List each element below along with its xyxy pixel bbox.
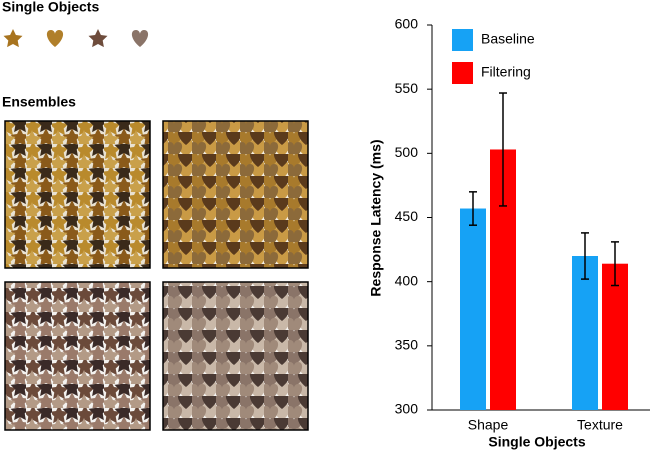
legend-label: Baseline (481, 31, 535, 47)
y-tick-label: 300 (395, 401, 419, 417)
object-icon (3, 29, 23, 48)
y-tick-label: 400 (395, 272, 419, 288)
ensemble-image (162, 120, 309, 269)
error-bar (499, 92, 507, 207)
y-tick-label: 500 (395, 144, 419, 160)
chart: Response Latency (ms) Single Objects 300… (368, 16, 650, 450)
y-tick-label: 600 (395, 16, 419, 32)
x-axis-label: Single Objects (488, 434, 585, 450)
object-icon (131, 30, 149, 47)
left-panel: Single Objects Ensembles (2, 0, 309, 431)
x-tick-label: Texture (577, 417, 623, 433)
y-tick-label: 350 (395, 337, 419, 353)
ensemble-image (4, 120, 151, 269)
object-icon (88, 29, 108, 48)
bar (572, 256, 598, 410)
y-axis-label: Response Latency (ms) (368, 139, 384, 296)
error-bar (469, 191, 477, 226)
section-label: Single Objects (2, 0, 99, 15)
section-label: Ensembles (2, 94, 76, 110)
ensemble-image (162, 281, 309, 431)
y-tick-label: 550 (395, 80, 419, 96)
error-bar (611, 241, 619, 287)
legend-swatch (452, 29, 473, 51)
ensemble-image (4, 281, 151, 431)
legend-label: Filtering (481, 64, 531, 80)
bar (602, 263, 628, 410)
object-icon (46, 30, 64, 47)
y-tick-label: 450 (395, 208, 419, 224)
x-tick-label: Shape (468, 417, 509, 433)
legend-swatch (452, 62, 473, 84)
error-bar (581, 232, 589, 280)
bar (460, 208, 486, 410)
